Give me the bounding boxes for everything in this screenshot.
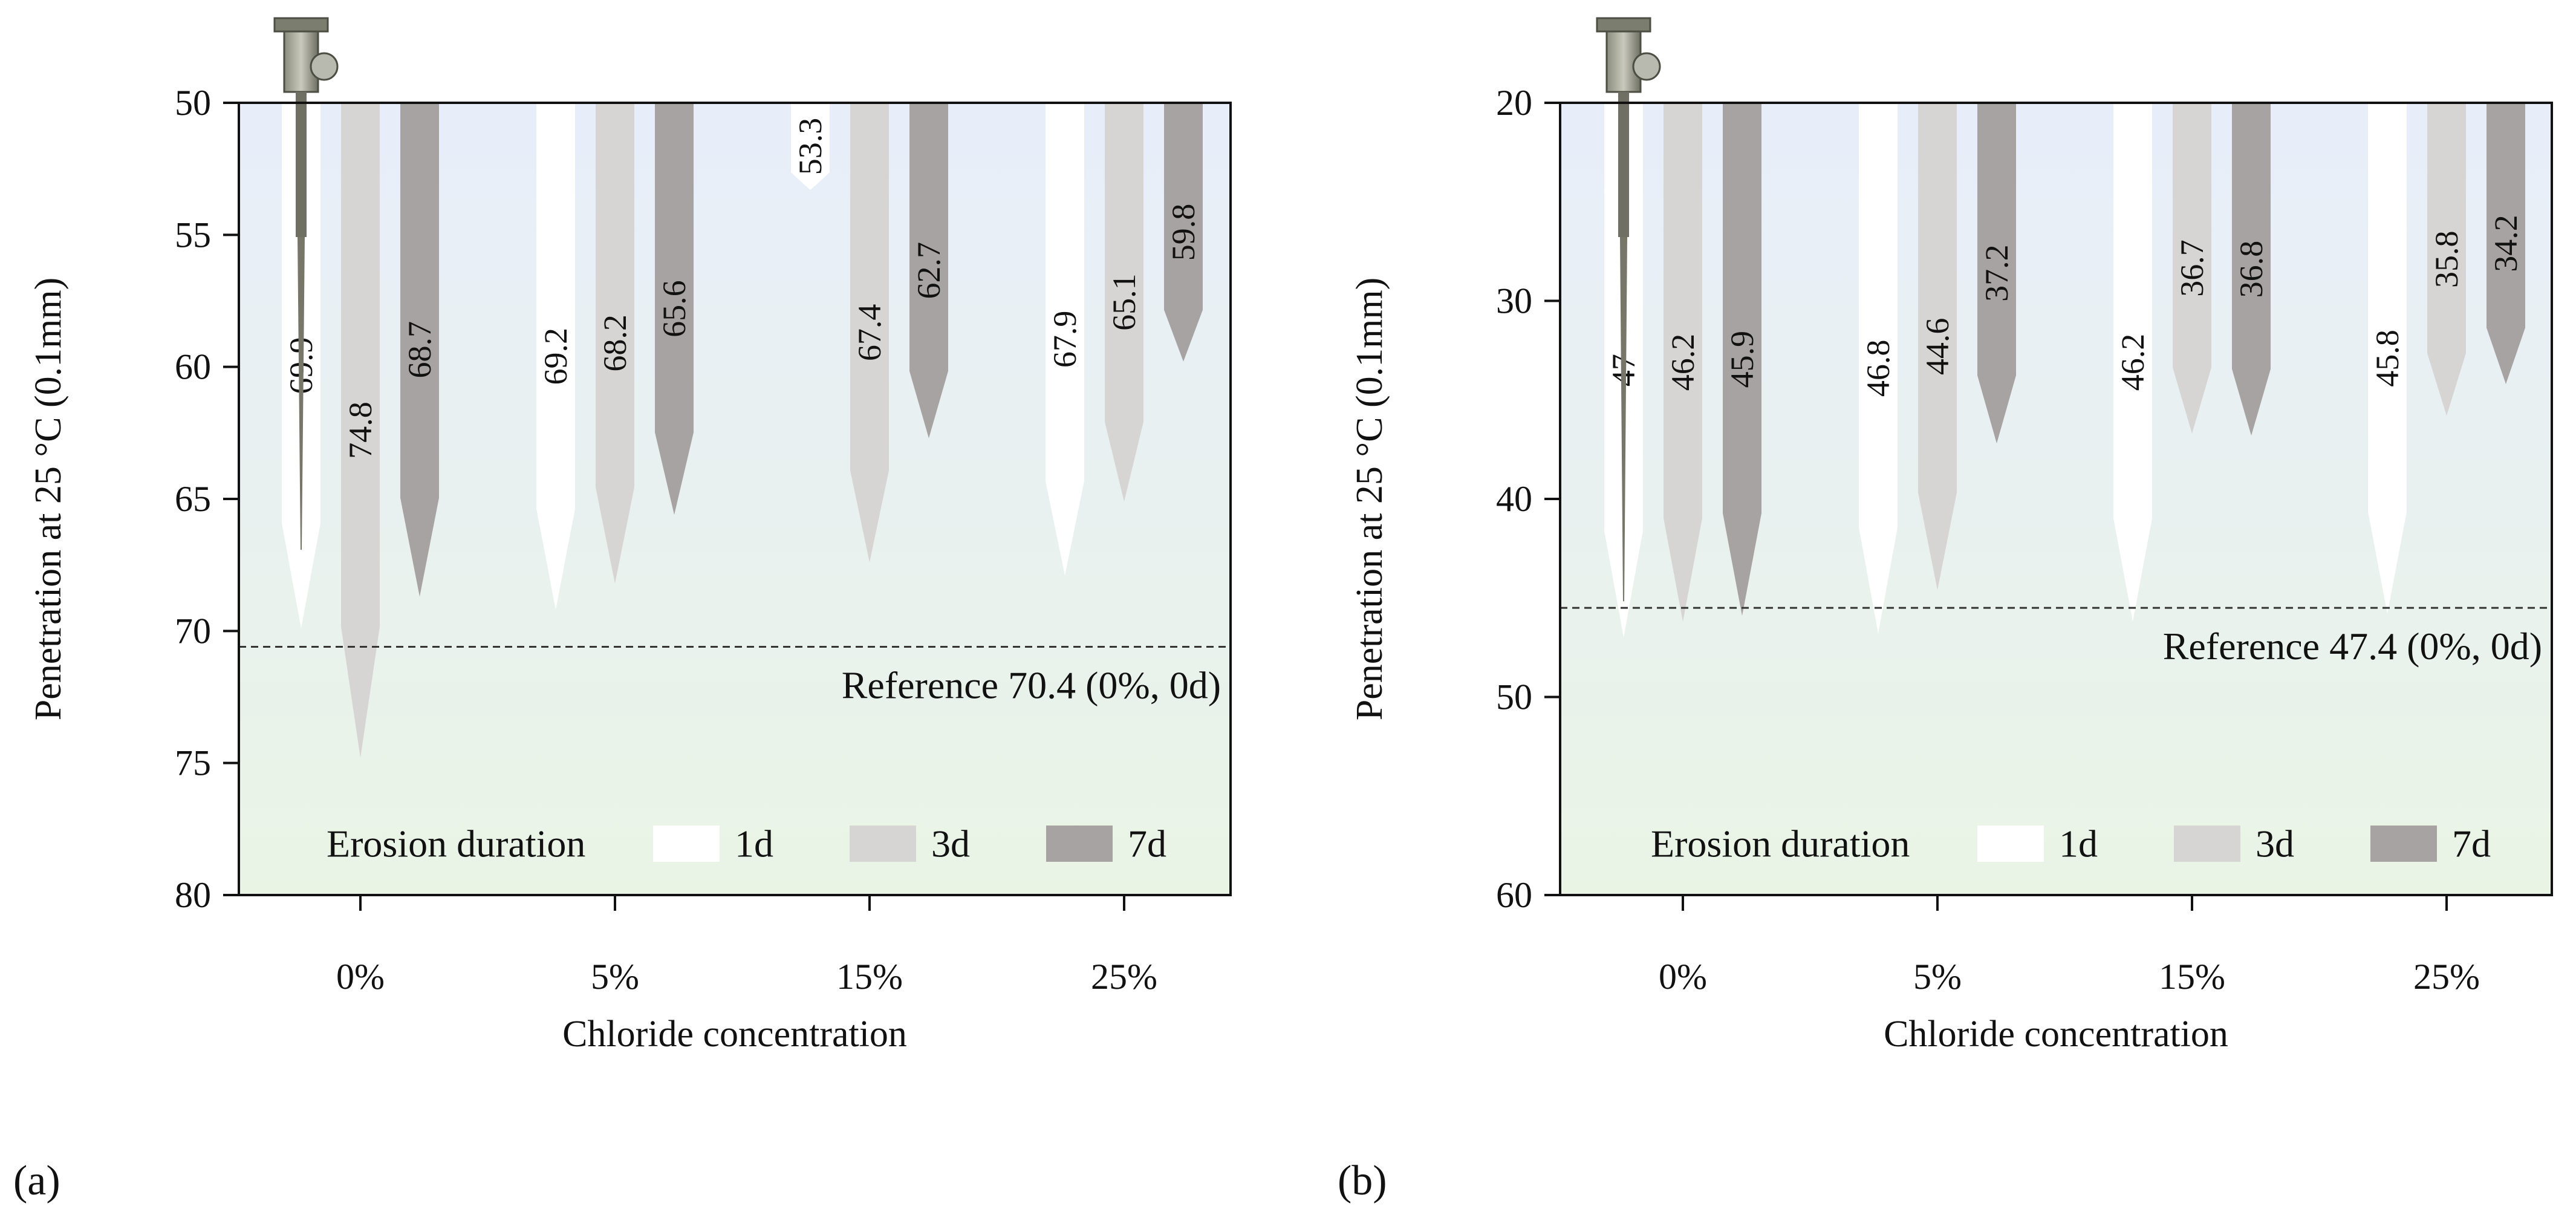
needle-tip [298, 237, 305, 550]
value-label-3d-0%: 46.2 [1665, 334, 1701, 391]
needle-cap [1596, 17, 1651, 33]
wedge-3d-5% [596, 103, 634, 584]
wedge-1d-5% [536, 103, 575, 610]
y-tick-label-80: 80 [175, 875, 211, 915]
value-label-3d-0%: 74.8 [342, 402, 379, 459]
x-tick-label-15%: 15% [836, 957, 903, 997]
legend-label-1d: 1d [2059, 822, 2098, 865]
value-label-1d-25%: 67.9 [1047, 311, 1083, 368]
legend-swatch-7d [1046, 826, 1113, 862]
wedge-3d-5% [1918, 103, 1957, 590]
legend-label-7d: 7d [2452, 822, 2491, 865]
y-tick-label-40: 40 [1496, 479, 1532, 519]
wedge-3d-25% [2427, 103, 2466, 416]
value-label-3d-15%: 67.4 [851, 304, 888, 362]
x-tick-label-15%: 15% [2159, 957, 2225, 997]
wedge-7d-0% [400, 103, 439, 597]
value-label-1d-15%: 53.3 [792, 118, 828, 175]
value-label-3d-15%: 36.7 [2174, 239, 2210, 297]
legend-title: Erosion duration [327, 822, 585, 865]
panel-b: 4746.245.946.844.637.246.236.736.845.835… [1349, 17, 2553, 1055]
value-label-7d-25%: 34.2 [2488, 215, 2524, 272]
legend-swatch-3d [850, 826, 916, 862]
value-label-7d-0%: 45.9 [1724, 331, 1760, 388]
y-axis-label: Penetration at 25 °C (0.1mm) [28, 278, 69, 721]
y-tick-label-55: 55 [175, 215, 211, 255]
x-tick-label-0%: 0% [1659, 957, 1707, 997]
value-label-3d-25%: 65.1 [1106, 273, 1142, 331]
y-tick-label-20: 20 [1496, 83, 1532, 123]
y-tick-label-50: 50 [1496, 677, 1532, 717]
value-label-1d-5%: 46.8 [1860, 340, 1896, 397]
y-tick-label-50: 50 [175, 83, 211, 123]
reference-label: Reference 47.4 (0%, 0d) [2163, 625, 2542, 668]
x-axis-label: Chloride concentration [1884, 1014, 2228, 1055]
value-label-3d-25%: 35.8 [2428, 230, 2465, 288]
y-tick-label-70: 70 [175, 611, 211, 651]
legend-title: Erosion duration [1651, 822, 1910, 865]
x-tick-label-25%: 25% [1091, 957, 1157, 997]
legend-swatch-7d [2370, 826, 2437, 862]
wedge-1d-5% [1859, 103, 1898, 634]
panel-a: 69.974.868.769.268.265.653.367.462.767.9… [28, 17, 1232, 1055]
y-tick-label-75: 75 [175, 743, 211, 783]
value-label-1d-15%: 46.2 [2115, 334, 2151, 391]
wedge-1d-25% [1046, 103, 1084, 576]
panel-label-a: (a) [13, 1158, 60, 1204]
legend-label-1d: 1d [735, 822, 773, 865]
needle-screw [310, 52, 339, 81]
legend-label-3d: 3d [931, 822, 970, 865]
y-tick-label-30: 30 [1496, 281, 1532, 321]
y-axis-label: Penetration at 25 °C (0.1mm) [1349, 278, 1390, 721]
legend-swatch-1d [1977, 826, 2044, 862]
value-label-7d-15%: 62.7 [911, 242, 947, 299]
wedge-3d-0% [1664, 103, 1702, 622]
value-label-1d-25%: 45.8 [2369, 330, 2405, 387]
penetrometer-needle-icon [1596, 17, 1661, 602]
wedge-3d-15% [850, 103, 889, 562]
legend-swatch-3d [2174, 826, 2240, 862]
wedge-1d-25% [2368, 103, 2407, 614]
x-tick-label-5%: 5% [1913, 957, 1962, 997]
needle-tip [1620, 237, 1627, 602]
value-label-7d-5%: 37.2 [1979, 244, 2015, 302]
value-label-3d-5%: 44.6 [1919, 318, 1956, 376]
panel-label-b: (b) [1338, 1158, 1387, 1204]
legend-label-7d: 7d [1128, 822, 1166, 865]
x-axis-label: Chloride concentration [562, 1014, 907, 1055]
penetrometer-needle-icon [273, 17, 339, 550]
needle-shaft [1618, 92, 1629, 237]
value-label-7d-15%: 36.8 [2233, 241, 2269, 298]
wedge-1d-15% [791, 103, 830, 191]
legend-label-3d: 3d [2256, 822, 2294, 865]
value-label-7d-5%: 65.6 [656, 280, 692, 337]
wedge-7d-25% [1164, 103, 1203, 362]
legend-swatch-1d [653, 826, 720, 862]
wedge-3d-15% [2173, 103, 2211, 434]
wedge-3d-25% [1105, 103, 1143, 502]
value-label-7d-0%: 68.7 [402, 321, 438, 379]
value-label-3d-5%: 68.2 [597, 314, 633, 372]
wedge-7d-25% [2487, 103, 2525, 385]
wedge-7d-0% [1723, 103, 1761, 616]
y-tick-label-60: 60 [1496, 875, 1532, 915]
needle-cap [273, 17, 329, 33]
wedge-1d-15% [2113, 103, 2152, 622]
wedge-7d-5% [1977, 103, 2016, 444]
y-tick-label-60: 60 [175, 347, 211, 387]
y-tick-label-65: 65 [175, 479, 211, 519]
wedge-7d-5% [655, 103, 694, 515]
value-label-7d-25%: 59.8 [1165, 204, 1202, 261]
needle-shaft [296, 92, 307, 237]
wedge-7d-15% [2232, 103, 2271, 436]
x-tick-label-5%: 5% [591, 957, 639, 997]
x-tick-label-0%: 0% [336, 957, 385, 997]
reference-label: Reference 70.4 (0%, 0d) [842, 664, 1221, 707]
wedge-3d-0% [341, 103, 380, 758]
wedge-7d-15% [909, 103, 948, 438]
needle-screw [1632, 52, 1661, 81]
x-tick-label-25%: 25% [2413, 957, 2480, 997]
value-label-1d-5%: 69.2 [538, 328, 574, 385]
